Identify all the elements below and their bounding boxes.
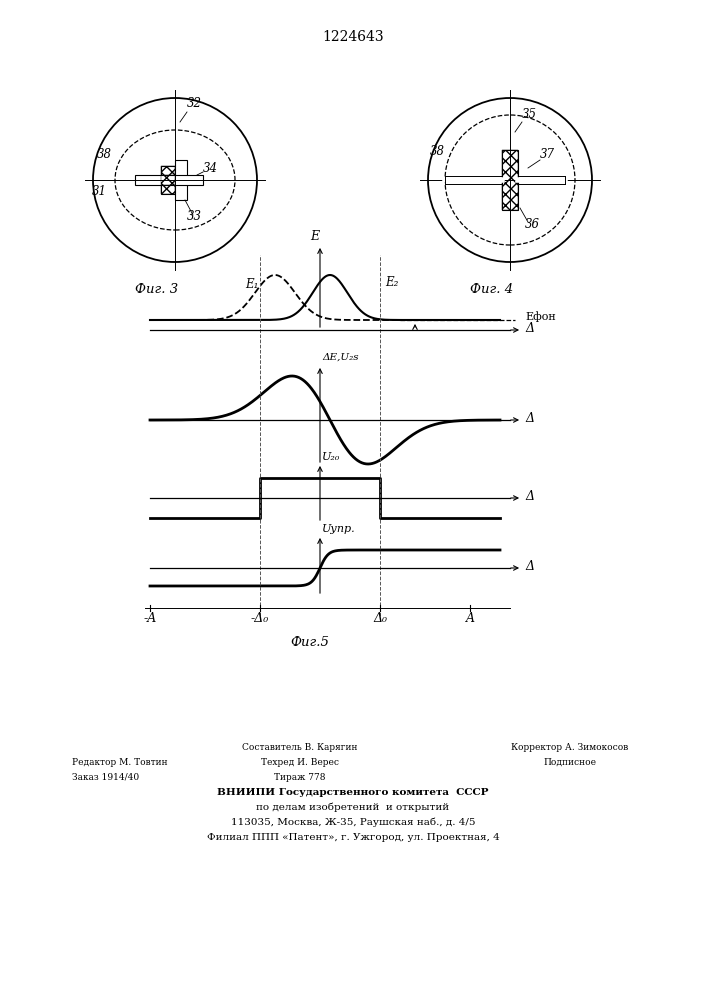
Text: Eфон: Eфон [525, 311, 556, 322]
Text: 34: 34 [203, 162, 218, 175]
Text: Редактор М. Товтин: Редактор М. Товтин [72, 758, 168, 767]
Text: U₂₀: U₂₀ [322, 452, 340, 462]
Text: 32: 32 [187, 97, 202, 110]
Text: Δ: Δ [525, 560, 534, 573]
Bar [161, 166, 175, 194]
Text: E₁: E₁ [245, 278, 258, 292]
Text: 113035, Москва, Ж-35, Раушская наб., д. 4/5: 113035, Москва, Ж-35, Раушская наб., д. … [230, 818, 475, 827]
Text: 35: 35 [522, 108, 537, 121]
Text: Заказ 1914/40: Заказ 1914/40 [72, 773, 139, 782]
Text: Δ: Δ [525, 412, 534, 425]
Bar [135, 175, 203, 185]
Text: Фиг. 4: Фиг. 4 [470, 283, 513, 296]
Text: -A: -A [144, 612, 157, 625]
Text: 38: 38 [430, 145, 445, 158]
Bar [502, 150, 518, 210]
Text: 33: 33 [187, 210, 202, 223]
Text: 37: 37 [540, 148, 555, 161]
Text: Подписное: Подписное [544, 758, 597, 767]
Text: Составитель В. Карягин: Составитель В. Карягин [243, 743, 358, 752]
Text: Δ₀: Δ₀ [373, 612, 387, 625]
Bar [502, 150, 518, 210]
Text: E₂: E₂ [385, 276, 398, 289]
Text: по делам изобретений  и открытий: по делам изобретений и открытий [257, 802, 450, 812]
Text: 31: 31 [92, 185, 107, 198]
Text: Δ: Δ [525, 490, 534, 503]
Text: Фиг.5: Фиг.5 [291, 636, 329, 649]
Text: -Δ₀: -Δ₀ [251, 612, 269, 625]
Text: Корректор А. Зимокосов: Корректор А. Зимокосов [511, 743, 629, 752]
Text: E: E [310, 230, 320, 243]
Text: ΔE,U₂ѕ: ΔE,U₂ѕ [322, 353, 358, 362]
Text: Δ: Δ [525, 322, 534, 335]
Text: ВНИИПИ Государственного комитета  СССР: ВНИИПИ Государственного комитета СССР [217, 788, 489, 797]
Text: 1224643: 1224643 [322, 30, 384, 44]
Bar [175, 160, 187, 200]
Text: Фиг. 3: Фиг. 3 [136, 283, 179, 296]
Bar [161, 175, 175, 185]
Bar [161, 166, 175, 194]
Text: Техред И. Верес: Техред И. Верес [261, 758, 339, 767]
Text: 38: 38 [97, 148, 112, 161]
Text: Филиал ППП «Патент», г. Ужгород, ул. Проектная, 4: Филиал ППП «Патент», г. Ужгород, ул. Про… [206, 833, 499, 842]
Text: Uупр.: Uупр. [322, 524, 356, 534]
Text: Тираж 778: Тираж 778 [274, 773, 326, 782]
Text: 36: 36 [525, 218, 540, 231]
Text: A: A [465, 612, 474, 625]
